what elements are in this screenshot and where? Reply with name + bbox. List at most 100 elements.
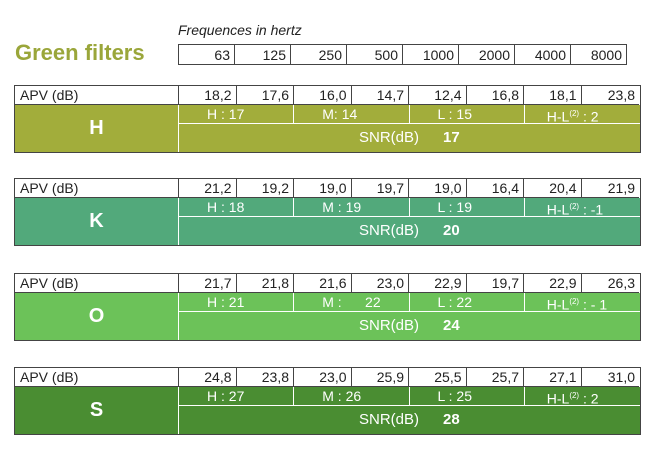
h-attenuation: H : 21 (179, 293, 295, 311)
l-attenuation: L : 15 (410, 105, 525, 123)
apv-value: 19,0 (294, 179, 352, 198)
hl-footnote: (2) (569, 202, 580, 211)
filter-letter: O (15, 293, 179, 340)
filter-block-h: APV (dB) 18,2 17,6 16,0 14,7 12,4 16,8 18,1 23,8… (14, 85, 641, 153)
apv-value: 16,0 (294, 86, 352, 105)
apv-value: 25,9 (351, 368, 409, 387)
apv-value: 24,8 (179, 368, 237, 387)
apv-label: APV (dB) (15, 368, 179, 387)
filter-letter: S (15, 387, 179, 434)
frequency-cell: 125 (234, 44, 291, 65)
apv-value: 16,4 (466, 179, 524, 198)
hl-prefix: H-L (546, 296, 570, 313)
snr-row: SNR(dB) 28 (179, 406, 640, 434)
apv-value: 20,4 (524, 179, 582, 198)
attenuation-row: H : 21 M : 22 L : 22 H-L(2) : - 1 (179, 293, 640, 313)
frequency-cell: 8000 (570, 44, 627, 65)
filter-block-s: APV (dB) 24,8 23,8 23,0 25,9 25,5 25,7 27,1 31,0… (14, 367, 641, 435)
snr-value: 28 (443, 411, 460, 428)
apv-value: 18,2 (179, 86, 237, 105)
frequency-caption: Frequences in hertz (178, 22, 302, 38)
apv-value: 17,6 (236, 86, 294, 105)
apv-value: 21,8 (236, 274, 294, 293)
frequency-cell: 63 (178, 44, 235, 65)
frequency-cell: 250 (290, 44, 347, 65)
apv-row: APV (dB) 21,2 19,2 19,0 19,7 19,0 16,4 20,4 21,9 (15, 179, 640, 198)
apv-label: APV (dB) (15, 274, 179, 293)
apv-value: 12,4 (409, 86, 467, 105)
hl-attenuation: H-L(2) : 2 (525, 105, 640, 125)
apv-value: 31,0 (581, 368, 639, 387)
hl-prefix: H-L (546, 108, 570, 125)
frequency-cell: 500 (346, 44, 403, 65)
frequency-header-table: 63 125 250 500 1000 2000 4000 8000 (178, 44, 627, 65)
apv-value: 23,8 (236, 368, 294, 387)
m-attenuation: M: 14 (294, 105, 410, 123)
apv-row: APV (dB) 18,2 17,6 16,0 14,7 12,4 16,8 18,1 23,8 (15, 86, 640, 105)
h-attenuation: H : 27 (179, 387, 295, 405)
frequency-cell: 2000 (458, 44, 515, 65)
snr-value: 24 (443, 317, 460, 334)
apv-value: 19,7 (466, 274, 524, 293)
hl-value: : -1 (582, 201, 604, 218)
apv-value: 19,2 (236, 179, 294, 198)
m-attenuation: M : 19 (294, 198, 410, 216)
snr-label: SNR(dB) (359, 317, 420, 334)
apv-value: 21,6 (294, 274, 352, 293)
filter-block-o: APV (dB) 21,7 21,8 21,6 23,0 22,9 19,7 22,9 26,3… (14, 273, 641, 341)
hl-footnote: (2) (569, 109, 580, 118)
hl-attenuation: H-L(2) : - 1 (525, 293, 640, 313)
snr-label: SNR(dB) (359, 222, 420, 239)
apv-value: 21,7 (179, 274, 237, 293)
hl-prefix: H-L (546, 390, 570, 407)
apv-value: 21,9 (581, 179, 639, 198)
filter-block-k: APV (dB) 21,2 19,2 19,0 19,7 19,0 16,4 20,4 21,9… (14, 178, 641, 246)
hl-footnote: (2) (569, 297, 580, 306)
hl-footnote: (2) (569, 391, 580, 400)
apv-value: 23,0 (294, 368, 352, 387)
attenuation-row: H : 18 M : 19 L : 19 H-L(2) : -1 (179, 198, 640, 218)
snr-label: SNR(dB) (359, 129, 420, 146)
apv-label: APV (dB) (15, 86, 179, 105)
apv-value: 25,5 (409, 368, 467, 387)
page-title: Green filters (15, 40, 145, 65)
apv-value: 18,1 (524, 86, 582, 105)
snr-row: SNR(dB) 24 (179, 312, 640, 340)
hl-value: : 2 (582, 390, 599, 407)
m-attenuation: M : 22 (294, 293, 410, 311)
hl-attenuation: H-L(2) : -1 (525, 198, 640, 218)
apv-value: 27,1 (524, 368, 582, 387)
hl-attenuation: H-L(2) : 2 (525, 387, 640, 407)
apv-row: APV (dB) 21,7 21,8 21,6 23,0 22,9 19,7 22,9 26,3 (15, 274, 640, 293)
apv-value: 19,7 (351, 179, 409, 198)
h-attenuation: H : 17 (179, 105, 295, 123)
apv-value: 21,2 (179, 179, 237, 198)
apv-row: APV (dB) 24,8 23,8 23,0 25,9 25,5 25,7 27,1 31,0 (15, 368, 640, 387)
snr-value: 20 (443, 222, 460, 239)
l-attenuation: L : 19 (410, 198, 525, 216)
apv-value: 23,0 (351, 274, 409, 293)
apv-value: 22,9 (409, 274, 467, 293)
snr-label: SNR(dB) (359, 411, 420, 428)
apv-value: 25,7 (466, 368, 524, 387)
hl-prefix: H-L (546, 201, 570, 218)
apv-value: 23,8 (581, 86, 639, 105)
attenuation-row: H : 17 M: 14 L : 15 H-L(2) : 2 (179, 105, 640, 125)
attenuation-row: H : 27 M : 26 L : 25 H-L(2) : 2 (179, 387, 640, 407)
apv-value: 14,7 (351, 86, 409, 105)
h-attenuation: H : 18 (179, 198, 295, 216)
snr-row: SNR(dB) 17 (179, 124, 640, 152)
m-attenuation: M : 26 (294, 387, 410, 405)
filter-letter: K (15, 198, 179, 245)
frequency-cell: 4000 (514, 44, 571, 65)
apv-value: 22,9 (524, 274, 582, 293)
apv-value: 26,3 (581, 274, 639, 293)
l-attenuation: L : 22 (410, 293, 525, 311)
snr-row: SNR(dB) 20 (179, 217, 640, 245)
apv-value: 16,8 (466, 86, 524, 105)
filter-letter: H (15, 105, 179, 152)
snr-value: 17 (443, 129, 460, 146)
frequency-cell: 1000 (402, 44, 459, 65)
apv-value: 19,0 (409, 179, 467, 198)
hl-value: : 2 (582, 108, 599, 125)
